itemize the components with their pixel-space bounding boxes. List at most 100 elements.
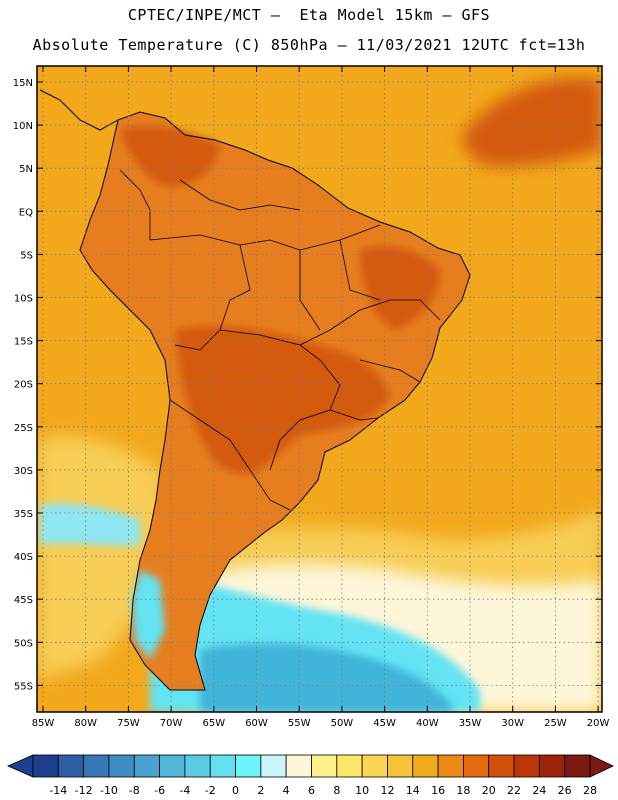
lon-label: 20W bbox=[587, 718, 610, 729]
colorbar-label: -10 bbox=[100, 784, 118, 797]
colorbar-swatch bbox=[209, 754, 236, 778]
colorbar-swatch bbox=[437, 754, 464, 778]
colorbar-label: 24 bbox=[532, 784, 546, 797]
colorbar-swatch bbox=[361, 754, 388, 778]
hot-land-central-area bbox=[175, 325, 390, 474]
colorbar-label: 18 bbox=[456, 784, 470, 797]
colorbar-swatch bbox=[260, 754, 287, 778]
colorbar-swatch bbox=[184, 754, 211, 778]
colorbar-swatch bbox=[538, 754, 566, 778]
colorbar-swatch bbox=[285, 754, 312, 778]
colorbar-swatch bbox=[32, 754, 59, 778]
lat-label: 50S bbox=[14, 638, 33, 649]
lon-label: 50W bbox=[331, 718, 354, 729]
colorbar-swatch bbox=[108, 754, 135, 778]
border-line bbox=[219, 329, 341, 471]
lon-label: 35W bbox=[459, 718, 482, 729]
border-line bbox=[174, 244, 251, 351]
colorbar-label: 12 bbox=[380, 784, 394, 797]
border-line bbox=[119, 169, 151, 240]
lon-label: 75W bbox=[117, 718, 140, 729]
lat-label: 20S bbox=[14, 380, 33, 391]
colorbar-label: 22 bbox=[507, 784, 521, 797]
lat-label: 55S bbox=[14, 681, 33, 692]
colorbar-label: -14 bbox=[49, 784, 67, 797]
temperature-field bbox=[37, 66, 602, 712]
latitude-axis: 15N 10N 5N EQ 5S 10S 15S 20S 25S 30S 35S 40S 45S 50S 5… bbox=[13, 78, 602, 692]
lat-label: 15N bbox=[13, 78, 33, 89]
colorbar-label: -6 bbox=[154, 784, 165, 797]
hot-ocean-northeast-area bbox=[460, 77, 602, 167]
colorbar-swatch bbox=[83, 754, 110, 778]
colorbar-label: 6 bbox=[308, 784, 315, 797]
border-line bbox=[339, 239, 381, 301]
title-line-1: CPTEC/INPE/MCT – Eta Model 15km – GFS bbox=[127, 6, 491, 24]
colorbar-swatch bbox=[311, 754, 338, 778]
lat-label: 10S bbox=[14, 294, 33, 305]
lat-label: 35S bbox=[14, 509, 33, 520]
colorbar: -14 -12 -10 -8 -6 -4 -2 0 2 4 6 8 10 12 14 16 18 20 22 24 26… bbox=[7, 754, 614, 797]
lat-label: 15S bbox=[14, 337, 33, 348]
border-line bbox=[169, 399, 291, 511]
colorbar-label: 0 bbox=[232, 784, 239, 797]
colorbar-label: -8 bbox=[129, 784, 140, 797]
lat-label: 5S bbox=[20, 250, 33, 261]
cold-water-west-area bbox=[40, 503, 140, 546]
colorbar-swatch bbox=[336, 754, 363, 778]
colorbar-swatch bbox=[412, 754, 439, 778]
border-line bbox=[329, 409, 379, 421]
colorbar-swatch bbox=[564, 754, 591, 778]
lon-label: 80W bbox=[74, 718, 97, 729]
colorbar-label: 16 bbox=[431, 784, 445, 797]
colorbar-swatch bbox=[159, 754, 186, 778]
colorbar-label: 2 bbox=[257, 784, 264, 797]
lon-label: 55W bbox=[288, 718, 311, 729]
lon-label: 65W bbox=[202, 718, 225, 729]
colorbar-label: 20 bbox=[482, 784, 496, 797]
map-frame bbox=[36, 65, 603, 713]
colorbar-label: 8 bbox=[333, 784, 340, 797]
border-line bbox=[299, 250, 321, 331]
border-line bbox=[179, 179, 301, 211]
colorbar-label: 4 bbox=[283, 784, 290, 797]
colorbar-swatch bbox=[133, 754, 160, 778]
lon-label: 60W bbox=[245, 718, 268, 729]
longitude-axis: 85W 80W 75W 70W 65W 60W 55W 50W 45W 40W 35W 30W 25W 2… bbox=[32, 66, 610, 729]
colorbar-label: 10 bbox=[355, 784, 369, 797]
ocean-mild-west-area bbox=[37, 436, 175, 680]
colorbar-swatch bbox=[57, 754, 85, 778]
title-line-2: Absolute Temperature (C) 850hPa – 11/03/… bbox=[32, 36, 586, 54]
colorbar-swatch bbox=[513, 754, 540, 778]
colorbar-swatch bbox=[235, 754, 262, 778]
lon-label: 70W bbox=[160, 718, 183, 729]
colorbar-label: 26 bbox=[558, 784, 572, 797]
country-borders bbox=[119, 169, 441, 511]
colorbar-label: 28 bbox=[583, 784, 597, 797]
lat-label: 40S bbox=[14, 552, 33, 563]
border-line bbox=[359, 359, 421, 383]
lat-label: 30S bbox=[14, 466, 33, 477]
lon-label: 45W bbox=[373, 718, 396, 729]
lat-label: 45S bbox=[14, 595, 33, 606]
colder-water-area bbox=[200, 643, 455, 712]
colorbar-high-arrow bbox=[589, 754, 614, 778]
colorbar-label: -2 bbox=[205, 784, 216, 797]
coastline bbox=[39, 89, 471, 691]
hot-land-north-area bbox=[120, 125, 220, 186]
colorbar-label: -4 bbox=[179, 784, 190, 797]
colorbar-label: -12 bbox=[75, 784, 93, 797]
cold-patagonia-area bbox=[132, 570, 165, 660]
lat-label: 10N bbox=[13, 121, 33, 132]
colorbar-swatch bbox=[488, 754, 515, 778]
colorbar-low-arrow bbox=[7, 754, 34, 778]
border-line bbox=[299, 299, 441, 346]
lon-label: 30W bbox=[501, 718, 524, 729]
lon-label: 40W bbox=[416, 718, 439, 729]
lat-label: 25S bbox=[14, 423, 33, 434]
lat-label: 5N bbox=[19, 164, 33, 175]
lat-label: EQ bbox=[19, 207, 33, 218]
hot-land-northeast-area bbox=[360, 246, 440, 330]
colorbar-swatch bbox=[387, 754, 414, 778]
colorbar-label: 14 bbox=[406, 784, 420, 797]
